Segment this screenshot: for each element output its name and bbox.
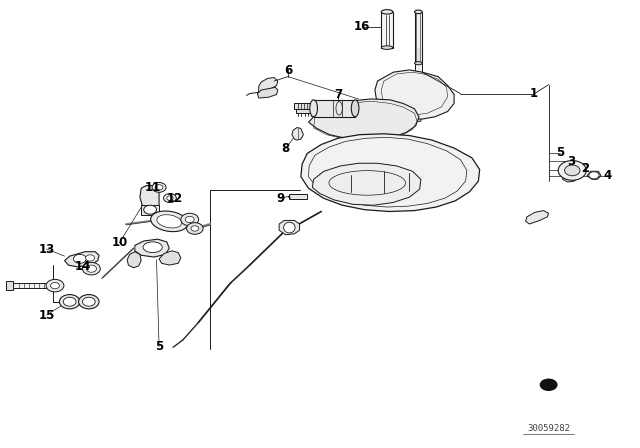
Polygon shape bbox=[301, 134, 479, 211]
Polygon shape bbox=[587, 171, 601, 179]
Ellipse shape bbox=[381, 46, 393, 49]
Circle shape bbox=[186, 223, 203, 234]
Circle shape bbox=[191, 226, 198, 231]
Text: 9: 9 bbox=[276, 192, 285, 205]
Polygon shape bbox=[127, 252, 141, 268]
Ellipse shape bbox=[415, 10, 422, 13]
Circle shape bbox=[589, 172, 599, 179]
Polygon shape bbox=[314, 100, 355, 117]
Text: 10: 10 bbox=[111, 236, 127, 249]
Polygon shape bbox=[65, 252, 99, 267]
Polygon shape bbox=[375, 70, 454, 119]
Circle shape bbox=[83, 297, 95, 306]
Text: 12: 12 bbox=[166, 192, 182, 205]
Polygon shape bbox=[141, 205, 159, 215]
Circle shape bbox=[558, 160, 586, 180]
Polygon shape bbox=[10, 283, 49, 289]
Polygon shape bbox=[294, 103, 314, 109]
Circle shape bbox=[540, 379, 557, 391]
Text: 30059282: 30059282 bbox=[527, 424, 570, 433]
Polygon shape bbox=[308, 99, 419, 140]
Polygon shape bbox=[415, 12, 422, 63]
Text: 1: 1 bbox=[530, 87, 538, 100]
Text: 8: 8 bbox=[282, 142, 290, 155]
Circle shape bbox=[63, 297, 76, 306]
Circle shape bbox=[79, 295, 99, 309]
Ellipse shape bbox=[157, 215, 182, 228]
Circle shape bbox=[60, 295, 80, 309]
Circle shape bbox=[74, 254, 86, 263]
Polygon shape bbox=[135, 239, 170, 257]
Polygon shape bbox=[159, 251, 180, 265]
Ellipse shape bbox=[284, 222, 295, 233]
Text: 5: 5 bbox=[556, 146, 564, 159]
Text: 3: 3 bbox=[568, 155, 575, 168]
Polygon shape bbox=[6, 281, 13, 290]
Polygon shape bbox=[279, 220, 300, 235]
Polygon shape bbox=[296, 108, 314, 113]
Text: 2: 2 bbox=[581, 162, 589, 175]
Text: 14: 14 bbox=[74, 260, 91, 273]
Text: 6: 6 bbox=[284, 64, 292, 77]
Text: 5: 5 bbox=[155, 340, 163, 353]
Text: 7: 7 bbox=[334, 88, 342, 101]
Ellipse shape bbox=[143, 242, 163, 253]
Polygon shape bbox=[415, 99, 422, 121]
Polygon shape bbox=[415, 62, 422, 99]
Ellipse shape bbox=[310, 100, 317, 117]
Text: 11: 11 bbox=[145, 181, 161, 194]
Text: 15: 15 bbox=[38, 309, 55, 322]
Circle shape bbox=[86, 265, 97, 272]
Polygon shape bbox=[289, 194, 307, 199]
Circle shape bbox=[144, 205, 157, 214]
Ellipse shape bbox=[381, 9, 393, 14]
Circle shape bbox=[185, 216, 194, 223]
Polygon shape bbox=[312, 163, 421, 205]
Polygon shape bbox=[563, 173, 578, 182]
Polygon shape bbox=[140, 185, 159, 206]
Circle shape bbox=[167, 196, 173, 200]
Circle shape bbox=[83, 263, 100, 275]
Circle shape bbox=[51, 283, 60, 289]
Polygon shape bbox=[259, 78, 278, 95]
Circle shape bbox=[46, 280, 64, 292]
Circle shape bbox=[156, 185, 163, 190]
Polygon shape bbox=[257, 87, 278, 98]
Circle shape bbox=[564, 165, 580, 176]
Circle shape bbox=[180, 213, 198, 226]
Text: 4: 4 bbox=[604, 169, 611, 182]
Text: 16: 16 bbox=[354, 20, 371, 33]
Ellipse shape bbox=[415, 62, 422, 65]
Polygon shape bbox=[292, 128, 303, 140]
Polygon shape bbox=[381, 12, 393, 47]
Text: 13: 13 bbox=[38, 242, 55, 255]
Circle shape bbox=[152, 182, 166, 192]
Polygon shape bbox=[525, 211, 548, 224]
Circle shape bbox=[164, 194, 176, 202]
Ellipse shape bbox=[150, 211, 188, 232]
Ellipse shape bbox=[351, 100, 359, 117]
Circle shape bbox=[86, 255, 95, 261]
